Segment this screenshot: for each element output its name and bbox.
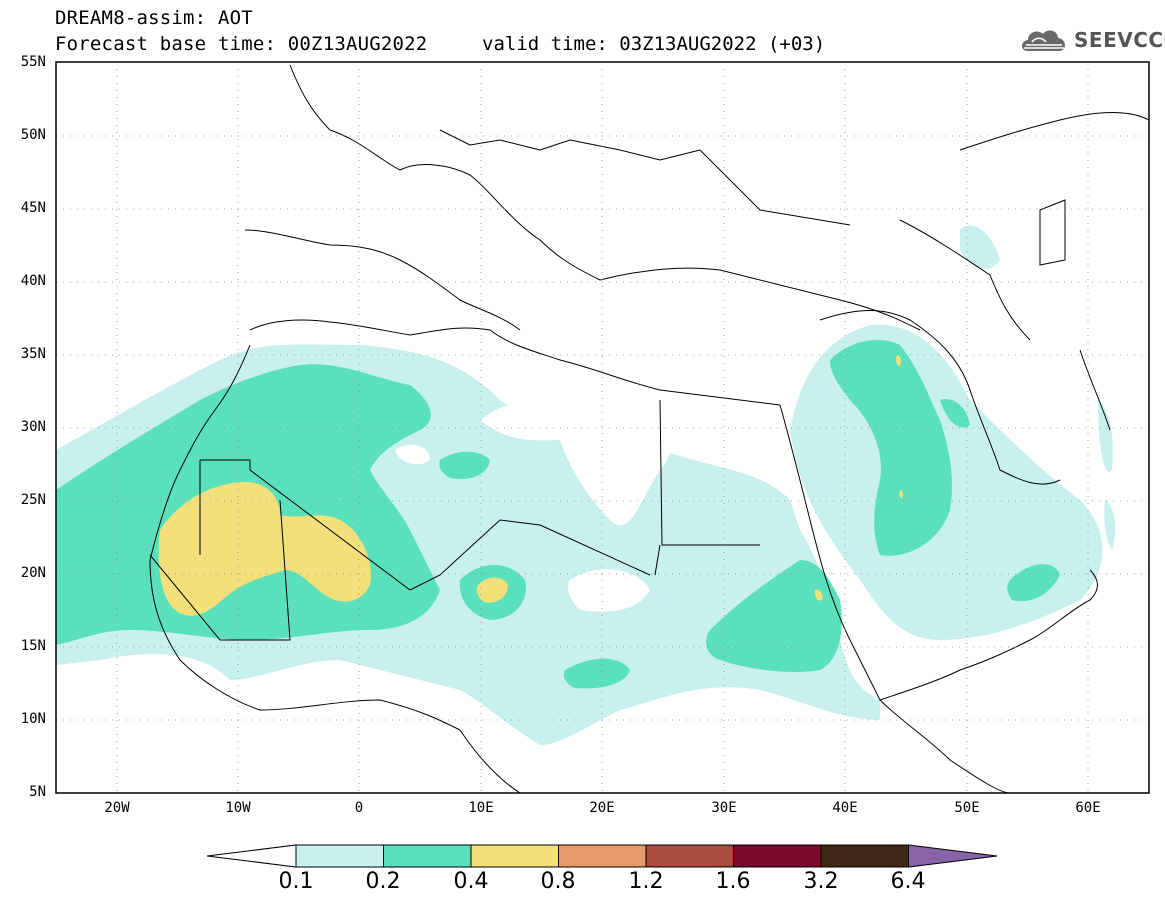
aot-level-0.4	[158, 355, 904, 616]
colorbar-swatch-6	[733, 844, 822, 868]
colorbar-label: 0.2	[365, 869, 401, 894]
colorbar-swatch-3	[470, 844, 559, 868]
colorbar-label: 3.2	[803, 869, 839, 894]
lon-label: 60E	[1075, 800, 1101, 816]
lat-lon-grid	[56, 62, 1149, 793]
lat-label: 45N	[20, 200, 46, 216]
logo-text: SEEVCCC	[1074, 28, 1165, 52]
forecast-base-time: Forecast base time: 00Z13AUG2022	[55, 33, 428, 55]
colorbar-label: 0.8	[540, 869, 576, 894]
lat-label: 20N	[20, 565, 46, 581]
valid-time: valid time: 03Z13AUG2022 (+03)	[482, 33, 826, 55]
colorbar-swatch-4	[558, 844, 647, 868]
lon-label: 50E	[954, 800, 980, 816]
colorbar-label: 1.6	[715, 869, 751, 894]
lat-label: 50N	[20, 127, 46, 143]
colorbar-swatch-2	[383, 844, 472, 868]
lon-label: 30E	[711, 800, 737, 816]
map-title: DREAM8-assim: AOT	[55, 7, 253, 29]
lon-label: 20E	[589, 800, 615, 816]
lon-label: 10W	[225, 800, 251, 816]
colorbar-high-arrow	[908, 844, 998, 868]
lon-label: 10E	[468, 800, 494, 816]
lon-label: 0	[354, 800, 364, 816]
lat-label: 25N	[20, 492, 46, 508]
cloud-icon	[1022, 30, 1065, 51]
lat-label: 55N	[20, 54, 46, 70]
lat-label: 15N	[20, 638, 46, 654]
lat-label: 40N	[20, 273, 46, 289]
colorbar-label: 0.1	[278, 869, 314, 894]
colorbar-label: 1.2	[628, 869, 664, 894]
colorbar-low-arrow	[206, 844, 297, 868]
colorbar-swatch-7	[820, 844, 909, 868]
lon-label: 40E	[832, 800, 858, 816]
colorbar-label: 6.4	[890, 869, 926, 894]
map-frame	[55, 61, 1150, 794]
coastlines	[149, 64, 1149, 793]
aot-contours	[56, 62, 1149, 793]
lat-label: 5N	[29, 784, 46, 800]
lon-label: 20W	[104, 800, 130, 816]
seevccc-logo: SEEVCCC	[1018, 25, 1165, 55]
colorbar-label: 0.4	[453, 869, 489, 894]
lat-label: 30N	[20, 419, 46, 435]
lat-label: 10N	[20, 711, 46, 727]
lat-label: 35N	[20, 346, 46, 362]
colorbar-swatch-5	[645, 844, 734, 868]
colorbar	[206, 844, 998, 868]
colorbar-swatch-1	[295, 844, 384, 868]
